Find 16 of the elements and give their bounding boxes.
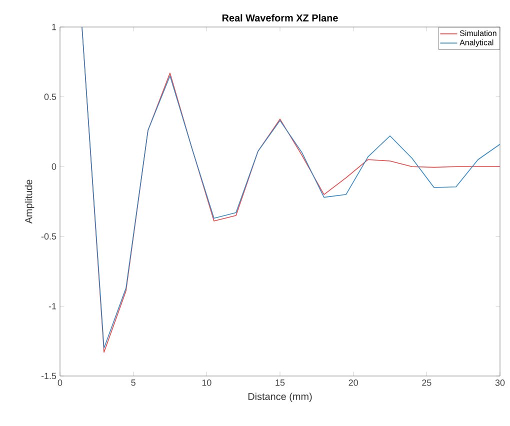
y-tick-label: 0	[52, 163, 56, 170]
x-tick-label: 25	[422, 380, 432, 386]
x-tick-label: 30	[495, 380, 505, 386]
x-tick-label: 15	[276, 380, 285, 386]
y-tick-label: -1.5	[41, 372, 56, 380]
x-tick-label: 10	[202, 380, 212, 386]
y-tick-label: 1	[52, 24, 56, 30]
y-axis-title: Amplitude	[24, 180, 34, 224]
x-axis-title: Distance (mm)	[248, 392, 312, 402]
x-tick-label: 5	[131, 380, 136, 386]
x-tick-label: 20	[348, 380, 358, 386]
y-tick-label: -0.5	[41, 233, 56, 240]
chart-title: Real Waveform XZ Plane	[222, 14, 338, 22]
y-tick-label: -1	[48, 303, 56, 310]
y-tick-label: 0.5	[44, 94, 56, 100]
x-tick-label: 0	[58, 380, 62, 386]
